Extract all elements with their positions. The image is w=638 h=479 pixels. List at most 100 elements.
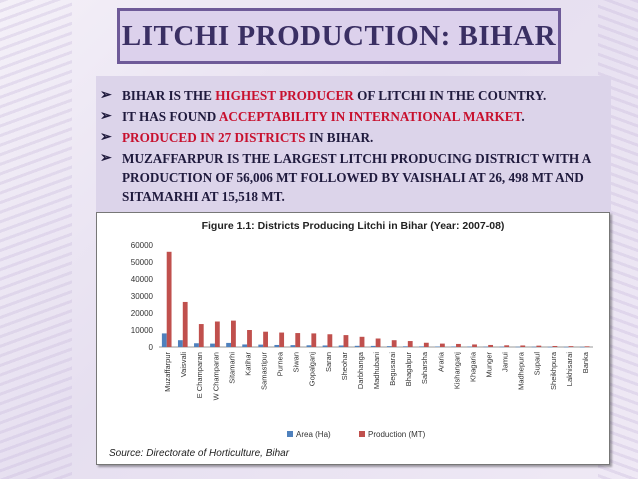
slide-title: LITCHI PRODUCTION: BIHAR	[121, 19, 557, 52]
chart-title: Figure 1.1: Districts Producing Litchi i…	[202, 220, 505, 232]
bar-area	[338, 345, 344, 347]
bar-area	[386, 346, 392, 347]
bullet-text: OF LITCHI IN THE COUNTRY.	[353, 88, 547, 103]
bar-area	[274, 344, 280, 347]
x-tick-label: E Champaran	[195, 352, 204, 398]
bar-production	[536, 345, 542, 347]
bar-area	[483, 346, 489, 348]
legend-label: Production (MT)	[368, 430, 426, 439]
bar-production	[568, 346, 574, 347]
x-tick-label: Siwan	[292, 352, 301, 372]
bullet-text: IN BIHAR.	[305, 130, 374, 145]
x-tick-label: Madhepura	[517, 351, 526, 390]
bar-area	[403, 346, 408, 347]
bar-area	[210, 343, 215, 347]
bar-area	[322, 345, 328, 347]
x-tick-label: Banka	[581, 351, 590, 373]
bar-area	[194, 343, 199, 347]
x-tick-label: Saharsha	[420, 351, 429, 384]
bar-area	[161, 333, 167, 347]
highlight-text: HIGHEST PRODUCER	[215, 88, 354, 103]
bar-area	[242, 344, 248, 347]
bullet-list: ➢ BIHAR IS THE HIGHEST PRODUCER OF LITCHI…	[100, 86, 610, 208]
bar-area	[290, 345, 296, 347]
x-tick-label: Sheohar	[340, 352, 349, 381]
bar-area	[354, 345, 360, 347]
y-tick-label: 50000	[131, 258, 154, 267]
bar-production	[391, 340, 397, 347]
bar-production	[279, 332, 285, 347]
bar-production	[456, 343, 461, 347]
y-tick-label: 60000	[131, 241, 154, 250]
x-tick-label: Khagaria	[468, 351, 477, 382]
bar-production	[327, 334, 333, 347]
bar-production	[263, 331, 268, 347]
bar-area	[370, 345, 376, 347]
bar-area	[579, 346, 585, 348]
bar-area	[435, 346, 440, 347]
legend-swatch	[359, 431, 365, 437]
bullet-item: ➢ BIHAR IS THE HIGHEST PRODUCER OF LITCHI…	[100, 86, 610, 105]
bar-production	[247, 330, 252, 347]
x-tick-label: Begusarai	[388, 352, 397, 386]
y-tick-label: 30000	[131, 292, 154, 301]
chart-source: Source: Directorate of Horticulture, Bih…	[109, 448, 290, 459]
x-tick-label: Vaisvali	[179, 352, 188, 378]
highlight-text: PRODUCED IN 27 DISTRICTS	[122, 130, 306, 145]
bar-production	[439, 343, 445, 347]
bar-area	[547, 346, 553, 348]
x-tick-label: Madhubani	[372, 352, 381, 389]
bar-area	[451, 346, 457, 347]
y-tick-label: 0	[149, 343, 154, 352]
arrow-bullet-icon: ➢	[100, 88, 112, 103]
highlight-text: ACCEPTABILITY IN INTERNATIONAL MARKET	[218, 109, 522, 124]
bullet-item: ➢ MUZAFFARPUR IS THE LARGEST LITCHI PRODU…	[100, 149, 610, 206]
arrow-bullet-icon: ➢	[100, 109, 112, 124]
bar-area	[306, 345, 312, 347]
bar-production	[504, 345, 510, 347]
title-box: LITCHI PRODUCTION: BIHAR	[117, 8, 561, 64]
x-tick-label: Lakhisarai	[565, 352, 574, 387]
bar-production	[231, 320, 236, 347]
bar-area	[226, 342, 232, 347]
bar-production	[407, 341, 413, 347]
x-tick-label: Munger	[485, 352, 494, 378]
bar-production	[214, 321, 220, 347]
chart-svg: Figure 1.1: Districts Producing Litchi i…	[109, 220, 593, 459]
x-tick-label: Saran	[324, 352, 333, 372]
arrow-bullet-icon: ➢	[100, 130, 112, 145]
x-tick-label: Katihar	[243, 351, 252, 375]
decorative-left-pattern	[0, 0, 72, 479]
bar-production	[311, 333, 317, 347]
x-tick-label: Jamui	[501, 352, 510, 372]
x-tick-label: W Champaran	[211, 352, 220, 400]
bar-production	[295, 333, 301, 347]
bar-area	[563, 346, 569, 348]
y-tick-label: 40000	[131, 275, 154, 284]
bar-area	[258, 344, 264, 347]
bar-area	[531, 346, 537, 348]
bar-production	[584, 346, 590, 347]
bar-production	[166, 251, 172, 347]
bar-production	[375, 338, 381, 347]
x-tick-label: Araria	[436, 351, 445, 372]
bar-area	[467, 346, 473, 348]
bar-production	[343, 335, 349, 347]
x-tick-label: Sheikhpura	[549, 351, 558, 390]
bullet-text: .	[521, 109, 525, 124]
content-panel	[96, 76, 611, 212]
x-tick-label: Purnea	[276, 351, 285, 376]
bar-production	[182, 301, 188, 347]
bar-production	[472, 344, 477, 347]
bullet-item: ➢ IT HAS FOUND ACCEPTABILITY IN INTERNATI…	[100, 107, 610, 126]
x-tick-label: Kishanganj	[452, 352, 461, 389]
legend-label: Area (Ha)	[296, 430, 331, 439]
bullet-text: MUZAFFARPUR IS THE LARGEST LITCHI PRODUC…	[122, 151, 591, 204]
x-tick-label: Gopalganj	[308, 352, 317, 387]
bar-production	[423, 342, 429, 347]
bullet-item: ➢ PRODUCED IN 27 DISTRICTS IN BIHAR.	[100, 128, 610, 147]
bar-area	[177, 340, 183, 347]
bar-area	[515, 346, 521, 348]
bullet-text: BIHAR IS THE	[122, 88, 216, 103]
x-tick-label: Sitamarhi	[227, 352, 236, 384]
